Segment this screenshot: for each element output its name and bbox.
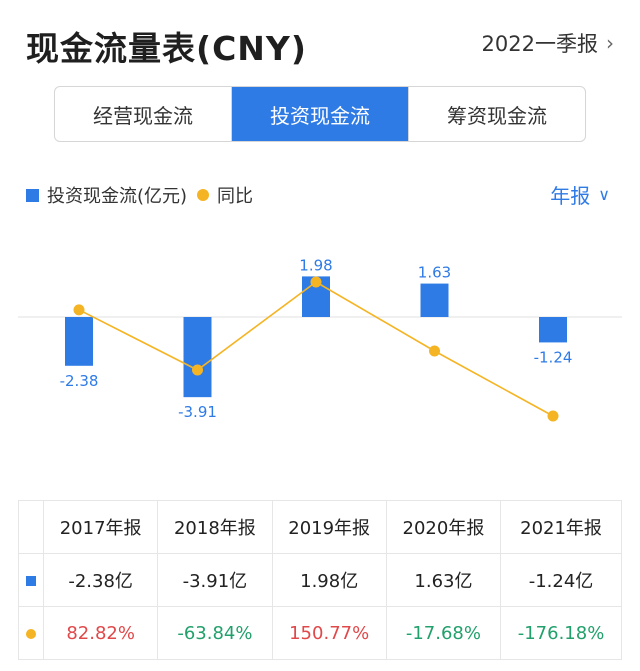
column-header: 2019年报 [271, 500, 387, 554]
yoy-cell: 82.82% [42, 606, 159, 660]
table-row: 82.82% -63.84% 150.77% -17.68% -176.18% [18, 606, 622, 660]
bar-value-label: -1.24 [534, 348, 573, 366]
yoy-cell: 150.77% [271, 606, 387, 660]
yoy-point [73, 304, 85, 316]
bar-mark [65, 317, 93, 366]
value-cell: -1.24亿 [500, 553, 622, 607]
header-corner-cell [18, 500, 44, 554]
bar-mark [420, 283, 449, 317]
chart-legend: 投资现金流(亿元) 同比 [26, 182, 253, 208]
row-icon-cell [18, 553, 44, 607]
yoy-point [429, 345, 440, 357]
bar-mark [539, 317, 567, 343]
page-title: 现金流量表(CNY) [26, 29, 307, 68]
row-icon-cell [18, 606, 44, 660]
tab-operating-cashflow[interactable]: 经营现金流 [93, 103, 193, 128]
cashflow-chart: -2.38 -3.91 1.98 1.63 -1.24 [18, 256, 622, 422]
bar-legend-icon [26, 188, 39, 202]
value-cell: 1.63亿 [385, 553, 502, 607]
legend-series2: 同比 [217, 186, 254, 207]
frequency-label: 年报 [550, 184, 591, 208]
column-header: 2018年报 [157, 500, 273, 554]
value-cell: -3.91亿 [157, 553, 273, 607]
bar-value-label: -2.38 [60, 372, 99, 390]
report-period-label: 2022一季报 [481, 32, 598, 56]
chevron-right-icon: › [606, 31, 614, 55]
yoy-point [547, 410, 559, 422]
report-period-selector[interactable]: 2022一季报 › [482, 28, 614, 58]
cashflow-tabs: 经营现金流 投资现金流 筹资现金流 [54, 86, 586, 142]
data-table: 2017年报 2018年报 2019年报 2020年报 2021年报 -2.38… [18, 500, 622, 660]
yoy-point [192, 364, 203, 376]
column-header: 2020年报 [385, 500, 502, 554]
bar-mark [183, 317, 212, 398]
yoy-cell: -17.68% [385, 606, 502, 660]
tab-financing-cashflow[interactable]: 筹资现金流 [408, 87, 585, 141]
bar-value-label: -3.91 [178, 403, 217, 421]
line-series-icon [26, 628, 36, 639]
bar-series-icon [26, 575, 36, 586]
bar-value-label: 1.63 [418, 264, 451, 282]
legend-series1: 投资现金流(亿元) [47, 186, 188, 207]
frequency-selector[interactable]: 年报 ∨ [550, 180, 610, 209]
table-row: -2.38亿 -3.91亿 1.98亿 1.63亿 -1.24亿 [18, 553, 622, 607]
value-cell: 1.98亿 [271, 553, 387, 607]
bar-value-label: 1.98 [299, 256, 332, 274]
value-cell: -2.38亿 [42, 553, 159, 607]
column-header: 2017年报 [42, 500, 159, 554]
table-header-row: 2017年报 2018年报 2019年报 2020年报 2021年报 [18, 500, 622, 554]
chevron-down-icon: ∨ [598, 185, 610, 204]
line-legend-icon [197, 189, 210, 201]
yoy-cell: -63.84% [157, 606, 273, 660]
column-header: 2021年报 [500, 500, 622, 554]
tab-investing-cashflow[interactable]: 投资现金流 [231, 87, 408, 141]
yoy-cell: -176.18% [500, 606, 622, 660]
yoy-point [310, 276, 322, 288]
